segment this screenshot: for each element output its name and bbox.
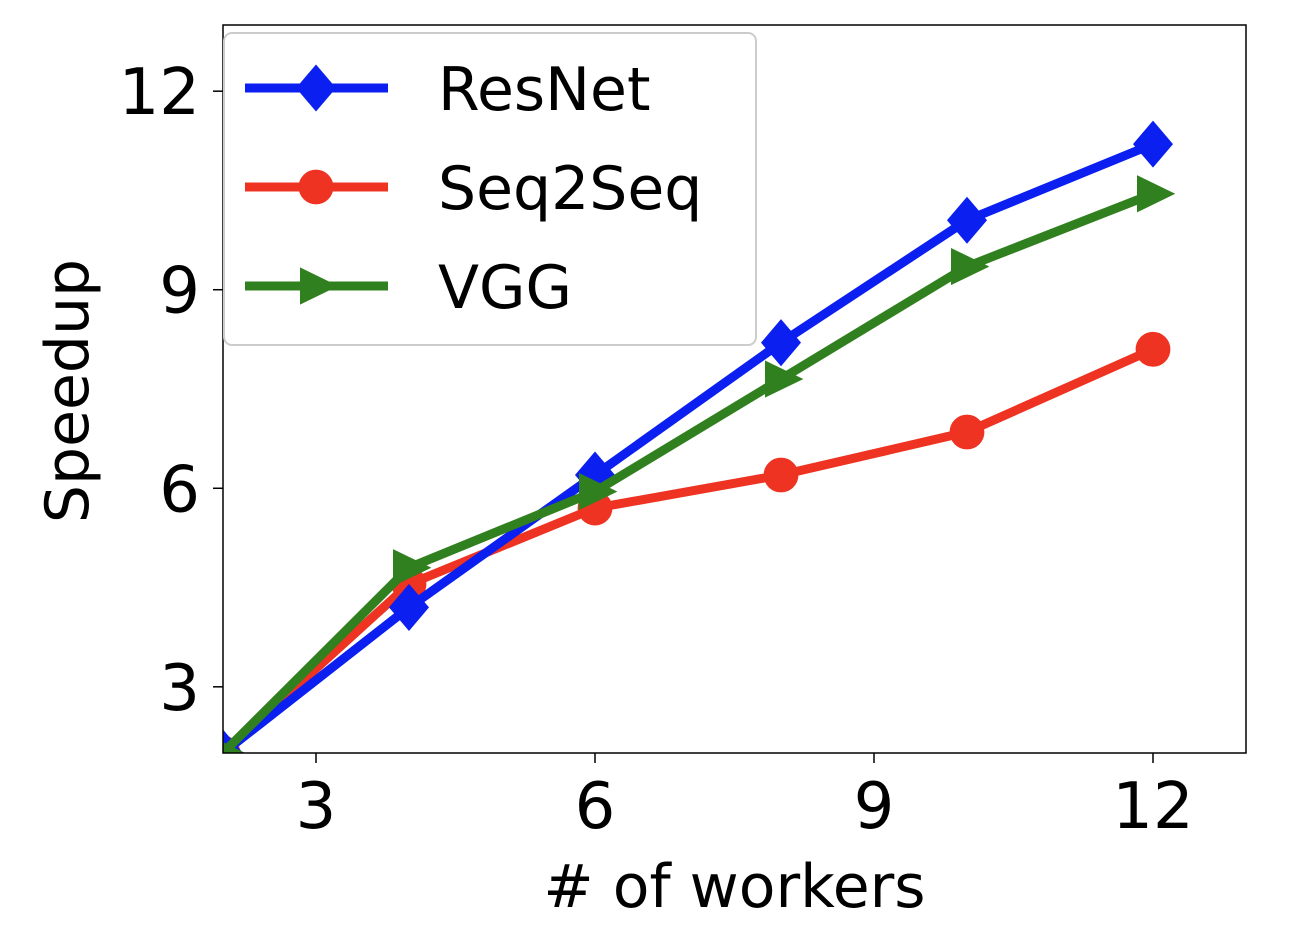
legend-label-vgg: VGG (438, 253, 572, 323)
series-line-resnet (223, 139, 1155, 753)
data-point-resnet (946, 196, 988, 244)
data-point-resnet (760, 319, 802, 367)
legend-item-seq2seq: Seq2Seq (245, 154, 702, 224)
data-point-seq2seq (1135, 331, 1171, 367)
data-point-vgg (951, 247, 990, 286)
legend-item-vgg: VGG (245, 253, 572, 323)
data-point-resnet (388, 583, 430, 631)
legend-box (223, 32, 757, 346)
y-tick-label: 6 (159, 453, 200, 527)
series-resnet (223, 120, 1174, 753)
data-point-vgg (1137, 175, 1176, 213)
data-point-vgg (393, 549, 432, 587)
legend-marker-resnet (295, 64, 337, 112)
data-point-seq2seq (763, 457, 799, 493)
series-seq2seq (223, 331, 1171, 753)
legend-label-seq2seq: Seq2Seq (438, 154, 702, 224)
data-point-resnet (1132, 120, 1174, 168)
data-point-vgg (765, 360, 804, 398)
series-line-seq2seq (223, 345, 1155, 753)
legend-item-resnet: ResNet (245, 55, 651, 125)
y-tick-label: 3 (159, 652, 200, 726)
x-tick-label: 3 (296, 770, 337, 844)
y-tick-label: 9 (159, 255, 200, 329)
series-vgg (223, 175, 1176, 753)
data-point-seq2seq (949, 414, 985, 450)
series-layer (223, 120, 1176, 753)
y-axis-label: Speedup (33, 259, 103, 523)
x-tick-label: 12 (1112, 770, 1193, 844)
x-tick-label: 6 (575, 770, 616, 844)
legend-marker-vgg (300, 267, 339, 305)
series-line-vgg (223, 189, 1155, 753)
x-tick-label: 9 (854, 770, 895, 844)
legend-marker-seq2seq (298, 169, 334, 205)
legend-label-resnet: ResNet (438, 55, 651, 125)
data-point-vgg (223, 742, 246, 753)
y-tick-label: 12 (119, 56, 200, 130)
legend: ResNet Seq2Seq VGG (223, 32, 757, 346)
plot-frame (222, 24, 1247, 754)
ticks-layer: 3 6 9 12 3 6 9 12 (119, 56, 1194, 844)
data-point-vgg (579, 472, 618, 511)
x-axis-label: # of workers (543, 852, 925, 922)
